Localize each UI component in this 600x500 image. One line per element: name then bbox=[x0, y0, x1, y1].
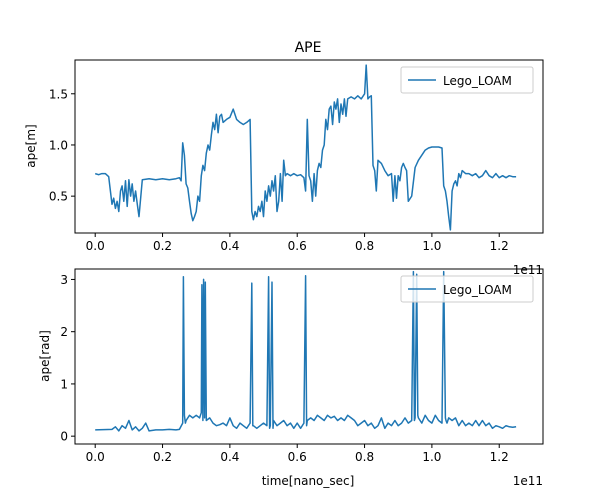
chart-ape-m: APE 0.0 0.2 0.4 0.6 0.8 1.0 1.2 0.5 1.0 1.5 ape[… bbox=[24, 40, 544, 277]
series-group bbox=[94, 64, 517, 231]
y-tick-label: 2 bbox=[60, 325, 68, 339]
x-tick-label: 1.2 bbox=[490, 239, 509, 253]
legend: Lego_LOAM bbox=[400, 275, 534, 303]
y-tick-label: 0.5 bbox=[49, 190, 68, 204]
y-tick-label: 1 bbox=[60, 377, 68, 391]
x-tick-label: 0.2 bbox=[153, 450, 172, 464]
x-tick-label: 0.0 bbox=[86, 450, 105, 464]
legend-box bbox=[400, 275, 534, 303]
y-axis: 0 1 2 3 bbox=[60, 273, 75, 444]
x-tick-label: 0.4 bbox=[220, 450, 239, 464]
x-tick-label: 0.0 bbox=[86, 239, 105, 253]
chart-ape-rad: 0.0 0.2 0.4 0.6 0.8 1.0 1.2 0 1 2 3 ape[rad] time… bbox=[38, 268, 544, 488]
y-axis-label: ape[rad] bbox=[38, 330, 52, 382]
legend-entry: Lego_LOAM bbox=[443, 74, 512, 88]
series-line-lego-loam bbox=[94, 64, 517, 231]
x-axis: 0.0 0.2 0.4 0.6 0.8 1.0 1.2 bbox=[86, 233, 509, 253]
y-tick-label: 0 bbox=[60, 430, 68, 444]
legend: Lego_LOAM bbox=[400, 66, 534, 94]
legend-box bbox=[400, 66, 534, 94]
x-tick-label: 0.4 bbox=[220, 239, 239, 253]
x-tick-label: 1.0 bbox=[422, 239, 441, 253]
x-tick-label: 1.0 bbox=[422, 450, 441, 464]
y-axis-label: ape[m] bbox=[24, 124, 38, 167]
y-axis: 0.5 1.0 1.5 bbox=[49, 87, 75, 204]
legend-entry: Lego_LOAM bbox=[443, 283, 512, 297]
plot-frame bbox=[74, 59, 544, 234]
y-tick-label: 3 bbox=[60, 273, 68, 287]
chart-title: APE bbox=[295, 40, 322, 56]
x-offset-text: 1e11 bbox=[513, 263, 543, 277]
y-tick-label: 1.5 bbox=[49, 87, 68, 101]
plot-frame bbox=[74, 268, 544, 445]
x-offset-text: 1e11 bbox=[513, 474, 543, 488]
x-tick-label: 0.6 bbox=[288, 239, 307, 253]
x-tick-label: 1.2 bbox=[490, 450, 509, 464]
x-axis: 0.0 0.2 0.4 0.6 0.8 1.0 1.2 bbox=[86, 444, 509, 464]
y-tick-label: 1.0 bbox=[49, 138, 68, 152]
series-line-lego-loam bbox=[95, 270, 517, 432]
x-tick-label: 0.6 bbox=[288, 450, 307, 464]
x-tick-label: 0.8 bbox=[355, 239, 374, 253]
x-tick-label: 0.8 bbox=[355, 450, 374, 464]
series-group bbox=[95, 270, 517, 432]
x-axis-label: time[nano_sec] bbox=[262, 474, 355, 488]
x-tick-label: 0.2 bbox=[153, 239, 172, 253]
